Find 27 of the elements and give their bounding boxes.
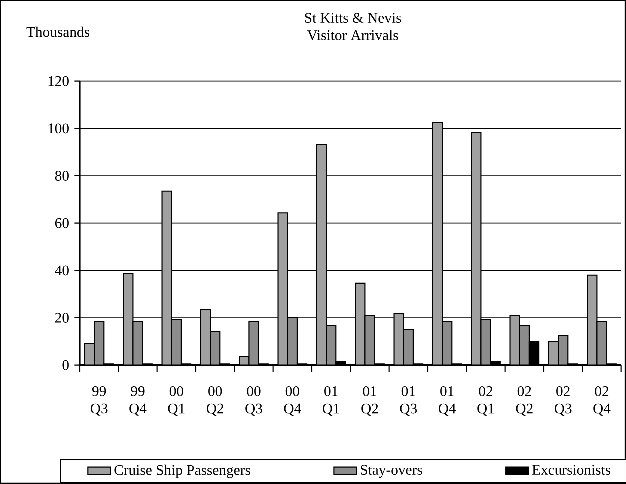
chart-title: St Kitts & Nevis <box>305 13 402 24</box>
x-tick-label: 01 Q4 <box>438 386 456 416</box>
x-tick-label: 01 Q3 <box>400 386 418 416</box>
x-tick-label: 00 Q2 <box>206 386 224 416</box>
x-tick-label: 99 Q4 <box>130 386 147 416</box>
x-tick-label: 01 Q1 <box>322 386 340 416</box>
x-tick-label: 02 Q1 <box>478 386 494 416</box>
y-tick-label: 60 <box>55 218 69 228</box>
x-tick-label: 00 Q4 <box>284 386 302 416</box>
x-tick-label: 99 Q3 <box>90 386 108 416</box>
y-tick-label: 20 <box>55 313 69 323</box>
x-tick-label: 02 Q4 <box>594 386 611 416</box>
y-tick-label: 100 <box>48 124 69 134</box>
legend-label: Excursionists <box>532 465 611 475</box>
chart-subtitle: Visitor Arrivals <box>307 30 398 40</box>
x-tick-label: 02 Q2 <box>516 386 533 416</box>
y-tick-label: 120 <box>48 76 69 86</box>
x-tick-label: 01 Q2 <box>362 386 378 416</box>
x-tick-label: 02 Q3 <box>554 386 572 416</box>
legend-label: Cruise Ship Passengers <box>114 464 250 478</box>
x-tick-label: 00 Q3 <box>246 386 262 416</box>
x-tick-label: 00 Q1 <box>168 386 185 416</box>
y-tick-label: 40 <box>55 266 69 276</box>
y-axis-title: Thousands <box>26 26 90 38</box>
y-tick-label: 0 <box>62 360 69 370</box>
legend-label: Stay-overs <box>361 465 422 478</box>
y-tick-label: 80 <box>55 171 69 181</box>
